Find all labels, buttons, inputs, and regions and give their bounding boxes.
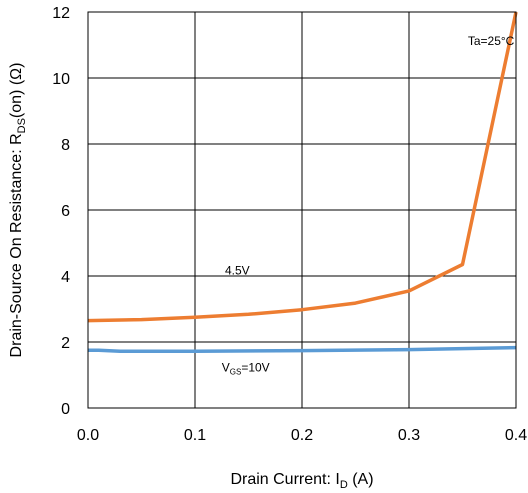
x-tick-label: 0.3: [398, 427, 420, 444]
x-axis-label-unit: (A): [348, 471, 374, 488]
y-axis-label: Drain-Source On Resistance: RDS(on) (Ω): [8, 63, 28, 358]
y-axis-label-main: Drain-Source On Resistance: R: [8, 133, 25, 357]
y-tick-label: 12: [52, 5, 70, 22]
plot-frame: [87, 11, 517, 409]
y-tick-label: 4: [61, 269, 70, 286]
annotations: Ta=25°C 4.5V VGS=10V: [222, 34, 515, 377]
y-axis-label-unit: (on) (Ω): [8, 63, 25, 119]
x-tick-label: 0.1: [184, 427, 206, 444]
x-axis-label-main: Drain Current: I: [230, 471, 339, 488]
annotation-2: VGS=10V: [222, 361, 270, 377]
annotation-0: Ta=25°C: [468, 34, 515, 48]
series-lines: [87, 11, 518, 353]
tick-labels: 0.0 0.1 0.2 0.3 0.4 0 2 4 6 8 10 12: [52, 5, 527, 444]
x-axis-label-sub: D: [340, 479, 348, 491]
series-line-vgs-4-5v: [87, 11, 518, 323]
y-axis-label-sub: DS: [16, 118, 28, 133]
x-tick-label: 0.2: [291, 427, 313, 444]
y-tick-label: 10: [52, 71, 70, 88]
grid-lines: [88, 12, 516, 408]
y-tick-label: 6: [61, 203, 70, 220]
x-axis-label: Drain Current: ID (A): [230, 471, 373, 491]
y-tick-label: 2: [61, 335, 70, 352]
x-tick-label: 0.4: [505, 427, 527, 444]
annotation-1: 4.5V: [225, 263, 250, 277]
y-tick-label: 8: [61, 137, 70, 154]
x-tick-label: 0.0: [77, 427, 99, 444]
series-line-vgs-10v: [88, 345, 517, 353]
y-tick-label: 0: [61, 401, 70, 418]
